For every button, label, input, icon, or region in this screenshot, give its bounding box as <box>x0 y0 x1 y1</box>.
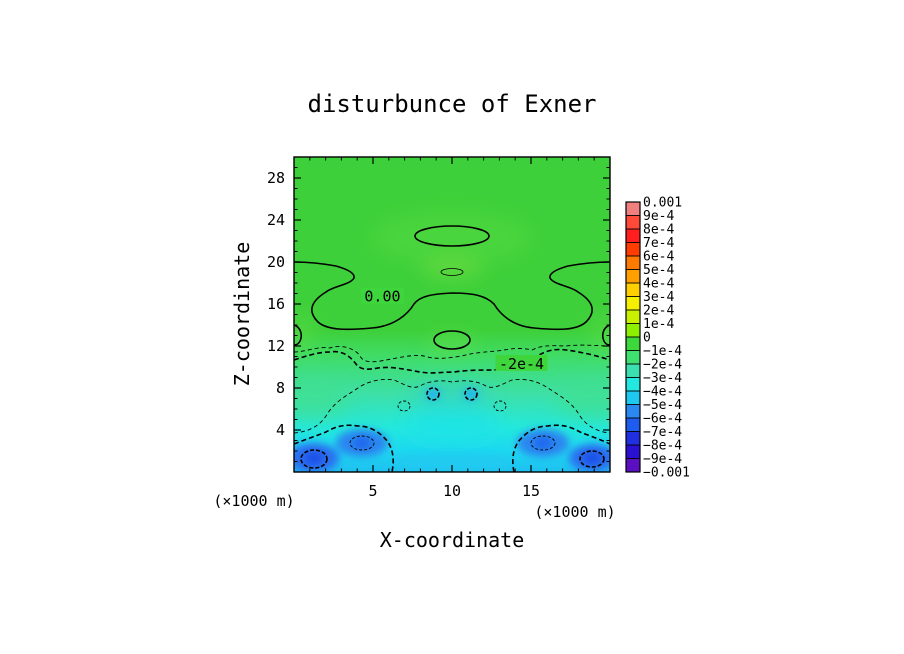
colorbar-label: 2e-4 <box>643 304 674 319</box>
colorbar-swatch <box>626 404 640 419</box>
colorbar-label: −2e-4 <box>643 358 682 373</box>
colorbar-swatch <box>626 445 640 459</box>
colorbar: 0.0019e-48e-47e-46e-45e-44e-43e-42e-41e-… <box>625 196 690 481</box>
contour-neg3e-4 <box>294 378 610 434</box>
colorbar-label: 9e-4 <box>643 209 674 224</box>
x-axis: 5 10 15 <box>309 157 595 500</box>
colorbar-label: 1e-4 <box>643 317 674 332</box>
contour-zero <box>294 261 610 331</box>
colorbar-label: 6e-4 <box>643 250 674 265</box>
contour-neg6e-4-cell-right <box>579 450 605 468</box>
colorbar-swatch <box>626 283 640 297</box>
colorbar-swatch <box>626 364 640 378</box>
x-tick-label: 10 <box>443 482 461 500</box>
colorbar-label: 5e-4 <box>643 263 674 278</box>
contour-neg4e-4-cell-right <box>464 387 478 401</box>
field-lows <box>294 388 610 472</box>
x-tick-label: 15 <box>522 482 540 500</box>
colorbar-swatch <box>626 242 640 257</box>
contour-neg4e-4-cell-left <box>426 387 440 401</box>
y-axis-label: Z-coordinate <box>230 242 254 387</box>
colorbar-label: −0.001 <box>643 466 690 481</box>
colorbar-label: −6e-4 <box>643 412 682 427</box>
colorbar-swatch <box>626 296 640 311</box>
contour-labels: 0.00 -2e-4 <box>361 287 548 373</box>
contour-neg6e-4-cell-left <box>300 449 328 469</box>
colorbar-label: −9e-4 <box>643 452 682 467</box>
colorbar-label: 0.001 <box>643 196 682 211</box>
contour-neg4e-4 <box>294 424 394 472</box>
contour-label: 0.00 <box>364 288 400 306</box>
z-unit-label: (×1000 m) <box>213 492 294 510</box>
x-axis-label: X-coordinate <box>380 528 525 552</box>
colorbar-swatch <box>626 350 640 365</box>
field-shading <box>294 212 610 445</box>
y-tick-label: 8 <box>276 379 285 397</box>
contour-label-bg <box>495 354 548 371</box>
contour-label: -2e-4 <box>499 355 544 373</box>
y-tick-label: 12 <box>267 337 285 355</box>
colorbar-swatch <box>626 337 640 351</box>
colorbar-label: −5e-4 <box>643 398 682 413</box>
contour-neg3e-4-cell-right <box>493 400 507 412</box>
colorbar-swatch <box>626 256 640 270</box>
colorbar-label: 4e-4 <box>643 277 674 292</box>
colorbar-swatch <box>626 269 640 284</box>
colorbar-swatch <box>626 391 640 405</box>
y-tick-label: 24 <box>267 211 285 229</box>
contour-zero-upper-cell <box>414 225 490 247</box>
contour-neg4e-4-right <box>512 424 610 472</box>
contour-neg1e-4 <box>294 344 610 363</box>
contour-neg2e-4 <box>294 348 610 374</box>
y-tick-label: 4 <box>276 421 285 439</box>
colorbar-swatch <box>626 310 640 324</box>
y-tick-label: 16 <box>267 295 285 313</box>
contour-zero-right-edge <box>601 324 610 346</box>
colorbar-label: 3e-4 <box>643 290 674 305</box>
contour-label-bg <box>361 287 404 304</box>
colorbar-swatch <box>626 202 640 216</box>
y-tick-label: 20 <box>267 253 285 271</box>
contour-positive-cell <box>440 268 464 276</box>
colorbar-swatch <box>626 323 640 338</box>
colorbar-swatch <box>626 431 640 446</box>
contour-neg5e-4-cell-left <box>349 435 375 451</box>
colorbar-swatch <box>626 229 640 243</box>
x-tick-label: 5 <box>368 482 377 500</box>
chart-title: disturbunce of Exner <box>308 90 597 118</box>
colorbar-label: −8e-4 <box>643 439 682 454</box>
contour-lines <box>294 225 610 472</box>
colorbar-label: −1e-4 <box>643 344 682 359</box>
colorbar-swatch <box>626 458 640 473</box>
contour-neg5e-4-cell-right <box>530 435 556 451</box>
colorbar-swatch <box>626 215 640 230</box>
colorbar-label: −3e-4 <box>643 371 682 386</box>
colorbar-label: −4e-4 <box>643 385 682 400</box>
colorbar-label: −7e-4 <box>643 425 682 440</box>
contour-zero-left-edge <box>294 324 303 346</box>
y-axis: 4 8 12 16 20 24 28 <box>267 167 610 462</box>
y-tick-label: 28 <box>267 169 285 187</box>
colorbar-swatch <box>626 377 640 392</box>
x-unit-label: (×1000 m) <box>534 503 615 521</box>
contour-neg3e-4-cell-left <box>397 400 411 412</box>
colorbar-swatch <box>626 418 640 432</box>
plot-area: 0.00 -2e-4 <box>294 157 610 472</box>
colorbar-label: 0 <box>643 331 651 346</box>
colorbar-label: 7e-4 <box>643 236 674 251</box>
colorbar-label: 8e-4 <box>643 223 674 238</box>
contour-zero-mid-cell <box>433 330 471 350</box>
